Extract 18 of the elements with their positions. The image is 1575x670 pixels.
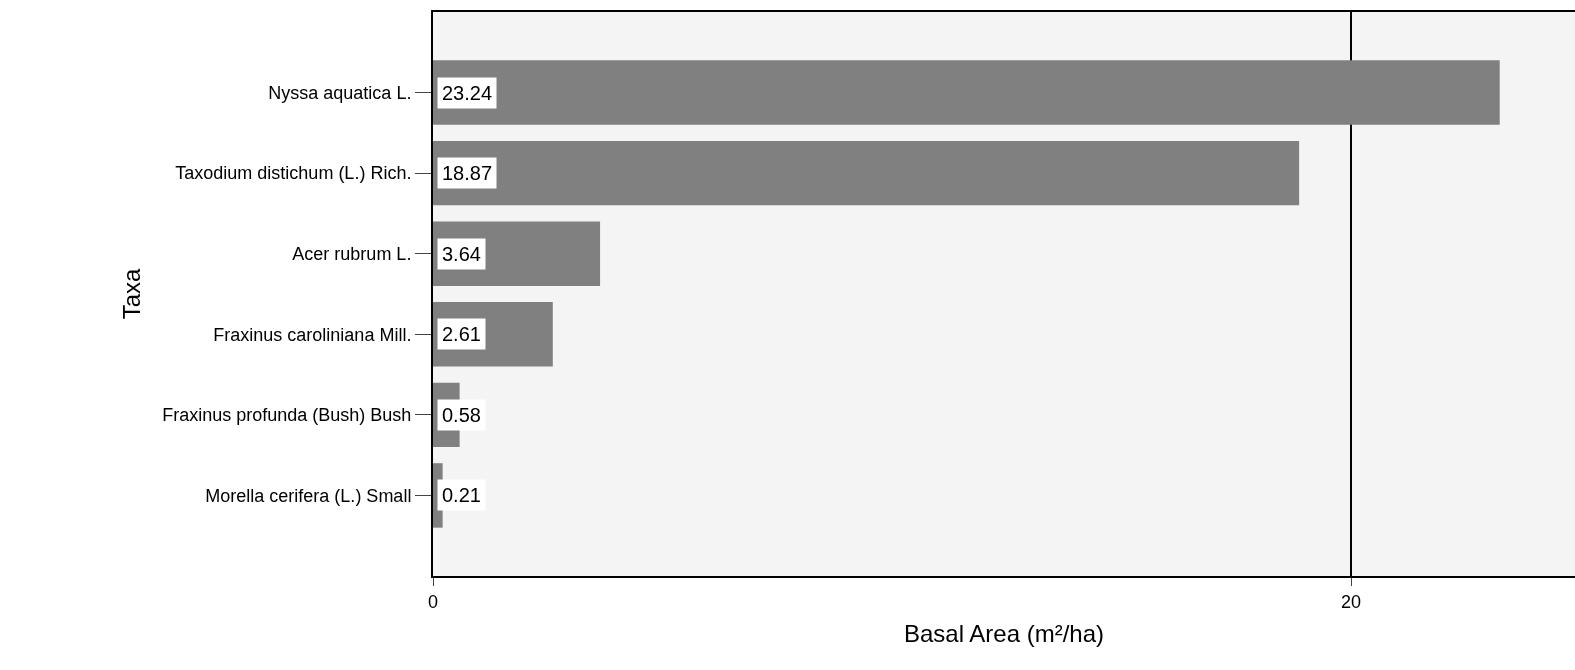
- data-label: 23.24: [442, 82, 493, 104]
- y-tick-label: Taxodium distichum (L.) Rich.: [175, 163, 412, 184]
- y-tick-label: Morella cerifera (L.) Small: [205, 485, 412, 506]
- x-axis-title: Basal Area (m²/ha): [903, 620, 1105, 648]
- data-label: 0.58: [442, 404, 481, 426]
- y-tick-label: Fraxinus profunda (Bush) Bush: [162, 405, 412, 426]
- data-label: 3.64: [442, 243, 481, 265]
- data-label: 2.61: [442, 323, 481, 345]
- x-tick-label: 20: [1340, 591, 1362, 612]
- y-tick-label: Fraxinus caroliniana Mill.: [213, 324, 412, 345]
- data-label: 0.21: [442, 484, 481, 506]
- y-tick-label: Acer rubrum L.: [292, 244, 412, 265]
- y-axis-title: Taxa: [117, 268, 145, 320]
- bar: [433, 140, 1300, 206]
- y-tick-label: Nyssa aquatica L.: [268, 82, 412, 103]
- bar: [433, 60, 1500, 125]
- data-label: 18.87: [442, 162, 493, 184]
- x-tick-label: 0: [427, 591, 439, 612]
